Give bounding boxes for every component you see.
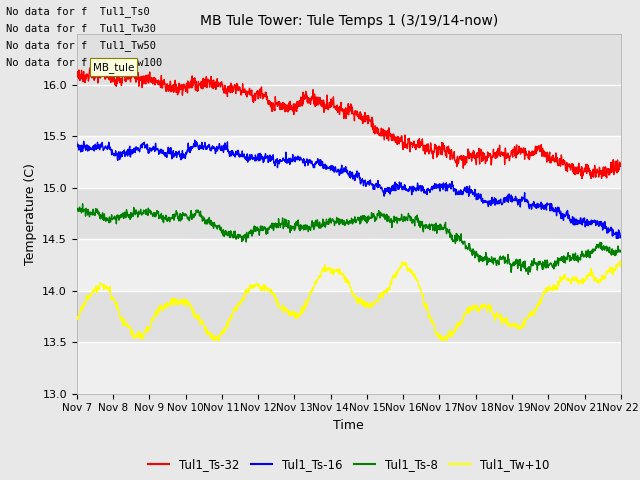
Bar [77, 342, 621, 394]
X-axis label: Time: Time [333, 419, 364, 432]
Bar [77, 136, 621, 188]
Legend: Tul1_Ts-32, Tul1_Ts-16, Tul1_Ts-8, Tul1_Tw+10: Tul1_Ts-32, Tul1_Ts-16, Tul1_Ts-8, Tul1_… [143, 454, 554, 476]
Text: No data for f  Tul1_Tw30: No data for f Tul1_Tw30 [6, 23, 156, 34]
Text: No data for f  Tul1_Tw50: No data for f Tul1_Tw50 [6, 40, 156, 51]
Title: MB Tule Tower: Tule Temps 1 (3/19/14-now): MB Tule Tower: Tule Temps 1 (3/19/14-now… [200, 14, 498, 28]
Text: MB_tule: MB_tule [93, 61, 134, 72]
Text: No data for f  Tul1_Tw100: No data for f Tul1_Tw100 [6, 57, 163, 68]
Bar [77, 240, 621, 291]
Text: No data for f  Tul1_Ts0: No data for f Tul1_Ts0 [6, 6, 150, 17]
Y-axis label: Temperature (C): Temperature (C) [24, 163, 36, 264]
